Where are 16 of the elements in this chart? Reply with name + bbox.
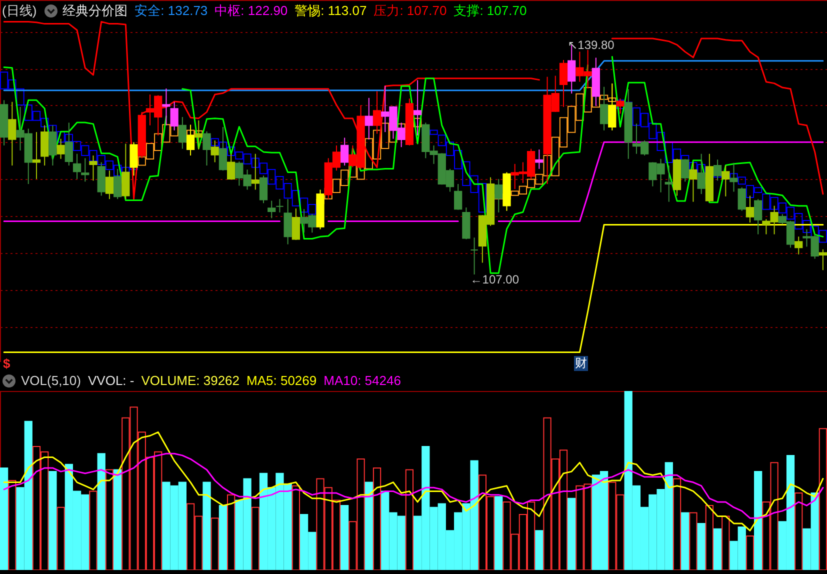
text: 中枢: 122.90: [214, 3, 288, 18]
annotation: 财: [574, 356, 588, 371]
chart-subtitle: 经典分价图: [62, 3, 128, 18]
chart-title: (日线): [2, 3, 37, 18]
text: 安全: 132.73: [134, 3, 208, 18]
text: 压力: 107.70: [374, 3, 447, 18]
text: VVOL: -: [88, 373, 134, 388]
text: 警惕: 113.07: [294, 3, 367, 18]
text: 支撑: 107.70: [454, 3, 527, 18]
annotation: ↖139.80: [568, 38, 615, 52]
text: MA10: 54246: [324, 373, 401, 388]
annotation: ←107.00: [470, 272, 520, 286]
annotation: $: [3, 356, 10, 371]
chart-title: VOL(5,10): [21, 373, 81, 388]
text: MA5: 50269: [246, 373, 317, 388]
text: VOLUME: 39262: [141, 373, 240, 388]
